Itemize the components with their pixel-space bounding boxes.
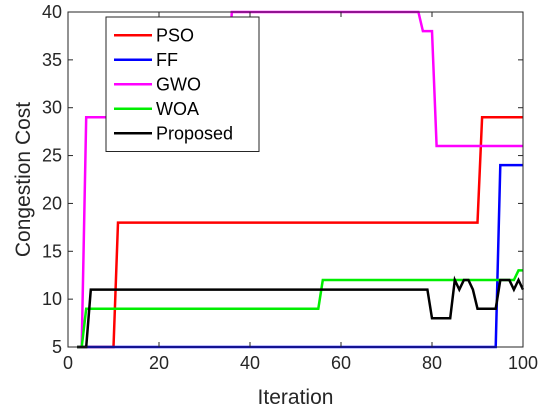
y-tick-label: 30 — [42, 98, 62, 118]
y-tick-label: 10 — [42, 289, 62, 309]
series-line-proposed — [77, 275, 525, 349]
x-tick-label: 20 — [149, 353, 169, 373]
legend-label-proposed: Proposed — [156, 123, 233, 143]
y-axis-label: Congestion Cost — [12, 102, 35, 257]
y-tick-label: 15 — [42, 241, 62, 261]
y-tick-label: 35 — [42, 50, 62, 70]
y-tick-label: 20 — [42, 193, 62, 213]
legend-label-gwo: GWO — [156, 74, 201, 94]
series-line-ff — [77, 163, 523, 349]
legend-label-woa: WOA — [156, 99, 199, 119]
legend: PSO FF GWO WOA Proposed — [105, 16, 260, 152]
x-tick-label: 40 — [240, 353, 260, 373]
legend-label-ff: FF — [156, 50, 178, 70]
y-tick-label: 40 — [42, 2, 62, 22]
x-tick-label: 80 — [422, 353, 442, 373]
plot-area-frame — [67, 11, 524, 348]
axis-ticks: 0 20 40 60 80 100 5 10 15 20 25 30 35 40 — [42, 2, 538, 373]
y-tick-label: 25 — [42, 146, 62, 166]
x-tick-label: 100 — [508, 353, 538, 373]
x-tick-label: 60 — [331, 353, 351, 373]
x-axis-label: Iteration — [258, 386, 334, 409]
x-tick-label: 0 — [63, 353, 73, 373]
y-tick-label: 5 — [52, 337, 62, 357]
legend-label-pso: PSO — [156, 25, 194, 45]
series-line-woa — [77, 269, 523, 349]
